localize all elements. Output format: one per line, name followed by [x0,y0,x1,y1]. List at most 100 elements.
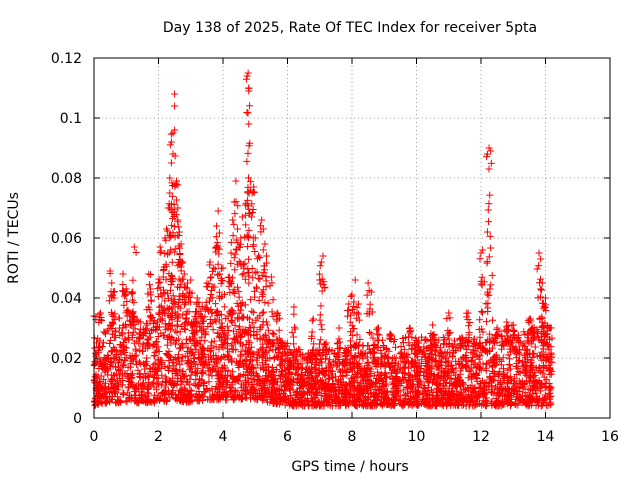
data-point [473,400,481,408]
data-point [527,325,535,333]
data-point [519,384,527,392]
data-point [335,335,343,343]
data-point [167,390,175,398]
data-point [161,309,169,317]
data-point [135,330,143,338]
data-point [289,397,297,405]
data-point [206,320,214,328]
data-point [515,367,523,375]
data-point [379,377,387,385]
data-point [238,271,246,279]
data-point [98,343,106,351]
data-point [304,381,312,389]
data-point [204,307,212,315]
data-point [392,354,400,362]
data-point [351,276,359,284]
data-point [166,234,174,242]
data-point [199,351,207,359]
data-point [96,382,104,390]
data-point [160,286,168,294]
data-point [285,368,293,376]
data-point [427,329,435,337]
data-point [242,380,250,388]
data-point [171,248,179,256]
data-point [542,294,549,302]
data-point [526,368,534,376]
data-point [179,275,187,283]
data-point [399,386,407,394]
data-point [342,398,350,406]
data-point [462,387,470,395]
data-point [175,223,183,231]
data-point [259,340,267,348]
data-point [132,351,140,359]
data-point [244,330,252,338]
data-point [262,344,270,352]
data-point [132,391,140,399]
data-point [303,366,311,374]
data-point [124,306,132,314]
data-point [348,291,356,299]
data-point [322,339,330,347]
data-point [394,376,402,384]
data-point [144,335,152,343]
data-point [180,270,188,278]
data-point [498,333,506,341]
data-point [256,393,264,401]
data-point [317,258,325,266]
data-point [168,367,176,375]
data-point [542,357,550,365]
data-point [487,375,495,383]
data-point [423,369,431,377]
data-point [181,325,189,333]
data-point [546,382,554,390]
data-point [207,287,215,295]
data-point [284,355,292,363]
data-point [170,381,178,389]
data-point [320,398,328,406]
data-point [171,222,179,230]
data-point [263,321,271,329]
data-point [95,316,103,324]
data-point [458,388,466,396]
data-point [339,373,347,381]
data-point [368,390,376,398]
data-point [533,265,541,273]
data-point [106,336,114,344]
data-point [167,326,175,334]
data-point [242,211,250,219]
data-point [468,382,476,390]
data-point [211,283,219,291]
data-point [164,351,172,359]
data-point [115,370,123,378]
data-point [248,265,256,273]
data-point [529,354,537,361]
data-point [96,309,104,317]
data-point [344,312,352,320]
data-point [230,394,238,402]
data-point [403,384,411,392]
data-point [274,386,282,394]
data-point [145,270,153,278]
data-point [104,365,112,373]
data-point [232,198,240,206]
data-point [452,378,460,386]
data-point [477,277,485,285]
data-point [229,307,237,315]
data-point [285,384,293,392]
data-point [139,340,147,348]
data-point [356,335,364,343]
data-point [237,306,245,314]
data-point [484,304,492,312]
data-point [249,242,257,250]
data-point [171,245,179,253]
data-point [518,377,526,385]
data-point [527,359,535,367]
data-point [135,339,143,347]
data-point [140,379,148,387]
data-point [448,342,456,350]
data-point [273,336,281,344]
data-point [353,390,361,398]
data-point [513,393,521,401]
data-point [447,362,455,370]
